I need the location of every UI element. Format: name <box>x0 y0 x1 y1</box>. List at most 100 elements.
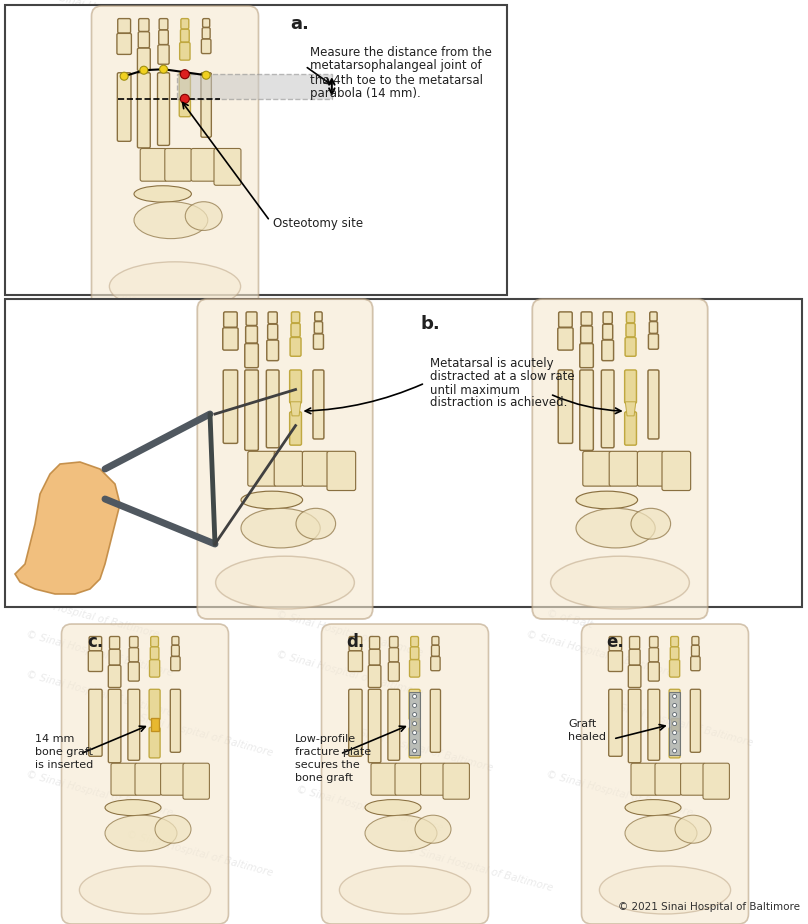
Text: © Sinai Hospital of Baltimore: © Sinai Hospital of Baltimore <box>525 459 675 508</box>
FancyBboxPatch shape <box>149 660 160 677</box>
Text: metatarsophalangeal joint of: metatarsophalangeal joint of <box>310 59 482 72</box>
Circle shape <box>120 72 128 80</box>
FancyBboxPatch shape <box>150 647 159 660</box>
FancyBboxPatch shape <box>389 648 398 662</box>
FancyBboxPatch shape <box>172 637 179 645</box>
FancyBboxPatch shape <box>129 637 138 648</box>
Circle shape <box>180 94 189 103</box>
FancyBboxPatch shape <box>135 763 162 796</box>
FancyBboxPatch shape <box>181 18 189 29</box>
FancyBboxPatch shape <box>128 663 139 681</box>
Circle shape <box>413 695 417 699</box>
FancyBboxPatch shape <box>180 30 189 43</box>
Polygon shape <box>625 402 636 416</box>
Text: © Sinai Hospital of Baltimore: © Sinai Hospital of Baltimore <box>575 324 725 373</box>
FancyBboxPatch shape <box>603 324 612 339</box>
FancyBboxPatch shape <box>161 763 185 796</box>
Text: © of Balt: © of Balt <box>546 608 594 630</box>
FancyBboxPatch shape <box>629 689 641 762</box>
FancyBboxPatch shape <box>201 73 212 138</box>
Bar <box>669 692 680 755</box>
FancyBboxPatch shape <box>289 370 301 403</box>
FancyBboxPatch shape <box>626 312 635 322</box>
Ellipse shape <box>216 556 355 609</box>
Ellipse shape <box>241 508 320 548</box>
Ellipse shape <box>339 866 470 914</box>
Text: © Sinai Hospital of Baltimore: © Sinai Hospital of Baltimore <box>406 845 554 894</box>
FancyBboxPatch shape <box>158 73 170 145</box>
FancyBboxPatch shape <box>369 637 380 649</box>
Text: © Sinai Hospital of Baltimore: © Sinai Hospital of Baltimore <box>75 509 225 558</box>
FancyBboxPatch shape <box>268 312 277 323</box>
FancyBboxPatch shape <box>410 637 419 647</box>
FancyBboxPatch shape <box>313 370 324 439</box>
Bar <box>177 74 332 99</box>
Ellipse shape <box>675 815 711 844</box>
FancyBboxPatch shape <box>602 340 613 360</box>
FancyBboxPatch shape <box>315 312 322 321</box>
FancyBboxPatch shape <box>669 689 680 720</box>
Text: © Sinai Hospital of Baltimore: © Sinai Hospital of Baltimore <box>346 310 494 359</box>
FancyBboxPatch shape <box>625 370 637 403</box>
Ellipse shape <box>550 556 689 609</box>
FancyBboxPatch shape <box>629 637 640 649</box>
Circle shape <box>140 67 148 74</box>
Circle shape <box>159 66 167 73</box>
FancyBboxPatch shape <box>680 763 705 796</box>
FancyBboxPatch shape <box>89 689 102 757</box>
FancyBboxPatch shape <box>650 312 657 321</box>
FancyBboxPatch shape <box>670 660 680 677</box>
FancyBboxPatch shape <box>246 312 257 325</box>
FancyBboxPatch shape <box>692 645 699 656</box>
Ellipse shape <box>576 508 655 548</box>
FancyBboxPatch shape <box>223 370 238 444</box>
FancyBboxPatch shape <box>601 370 614 448</box>
Text: Low-profile: Low-profile <box>295 734 356 744</box>
Ellipse shape <box>296 508 335 539</box>
Text: parabola (14 mm).: parabola (14 mm). <box>310 88 421 101</box>
FancyBboxPatch shape <box>88 650 103 672</box>
Ellipse shape <box>109 261 241 311</box>
FancyBboxPatch shape <box>625 412 637 445</box>
FancyBboxPatch shape <box>580 344 593 368</box>
FancyBboxPatch shape <box>395 763 422 796</box>
Ellipse shape <box>105 799 161 816</box>
FancyBboxPatch shape <box>117 33 132 55</box>
FancyBboxPatch shape <box>691 656 700 671</box>
Circle shape <box>413 712 417 716</box>
Text: Measure the distance from the: Measure the distance from the <box>310 45 492 58</box>
Circle shape <box>672 740 676 744</box>
Circle shape <box>672 712 676 716</box>
Text: © Sinai Hospital of Baltimore: © Sinai Hospital of Baltimore <box>125 430 275 479</box>
FancyBboxPatch shape <box>669 727 680 758</box>
FancyBboxPatch shape <box>649 648 659 662</box>
Text: © Sinai Hospital of Baltimore: © Sinai Hospital of Baltimore <box>225 100 375 149</box>
FancyBboxPatch shape <box>111 763 137 796</box>
FancyBboxPatch shape <box>322 624 489 924</box>
Bar <box>671 718 679 731</box>
Text: healed: healed <box>568 732 606 742</box>
Ellipse shape <box>134 201 208 238</box>
FancyBboxPatch shape <box>558 370 573 444</box>
FancyBboxPatch shape <box>432 637 439 645</box>
FancyBboxPatch shape <box>149 727 160 758</box>
Circle shape <box>672 731 676 735</box>
Circle shape <box>180 69 189 79</box>
Bar <box>150 718 158 731</box>
Text: secures the: secures the <box>295 760 360 770</box>
Text: © Sinai Hospital of Baltimore: © Sinai Hospital of Baltimore <box>605 699 755 748</box>
Text: bone graft: bone graft <box>35 747 93 757</box>
Text: Graft: Graft <box>568 719 596 729</box>
Ellipse shape <box>134 186 191 202</box>
Polygon shape <box>290 402 301 416</box>
FancyBboxPatch shape <box>349 689 362 757</box>
FancyBboxPatch shape <box>165 149 191 181</box>
Circle shape <box>413 740 417 744</box>
FancyBboxPatch shape <box>671 637 679 647</box>
Text: e.: e. <box>606 633 624 651</box>
Circle shape <box>413 703 417 708</box>
FancyBboxPatch shape <box>314 322 322 334</box>
Text: c.: c. <box>87 633 103 651</box>
FancyBboxPatch shape <box>108 689 121 762</box>
FancyBboxPatch shape <box>197 299 372 619</box>
